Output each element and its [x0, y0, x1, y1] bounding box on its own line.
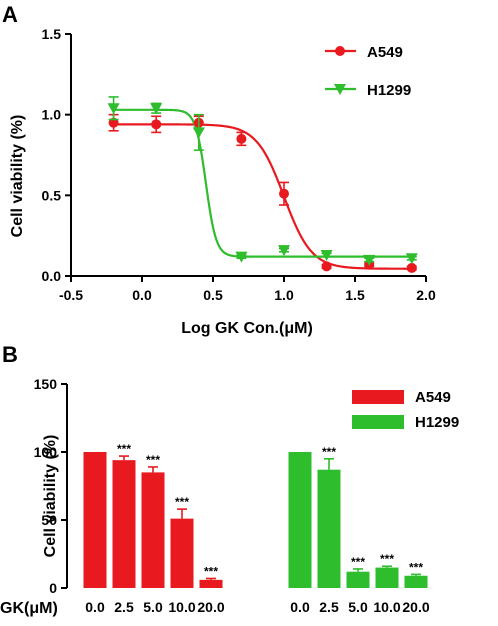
panel-b-significance: ***: [146, 453, 160, 467]
panel-b-bar-2: [346, 571, 370, 588]
panel-a-point-2: [278, 245, 290, 257]
panel-a-axes: -0.5 0.0 0.5 1.0 1.5 2.0 0.0 0.5 1.0 1.5: [42, 26, 436, 303]
panel-a-point-2: [150, 103, 163, 115]
panel-b-y-tick-label: 150: [34, 376, 58, 392]
panel-b-x-tick-label: 2.5: [319, 599, 339, 615]
panel-b-y-axis-label: Cell viability (%): [42, 435, 59, 558]
panel-b-significance: ***: [409, 560, 423, 574]
panel-b-significance: ***: [204, 564, 218, 578]
panel-b-x-tick-label: 0.0: [85, 599, 105, 615]
panel-b-y-tick-label: 0: [49, 580, 57, 596]
panel-b-significance: ***: [117, 442, 131, 456]
panel-a-letter: A: [2, 2, 18, 27]
legend-b-swatch-1: [352, 390, 404, 404]
panel-a-y-tick-label: 1.5: [42, 26, 62, 42]
panel-a-chart: -0.5 0.0 0.5 1.0 1.5 2.0 0.0 0.5 1.0 1.5 A549 H12…: [9, 26, 436, 337]
panel-a-point-2: [192, 127, 205, 139]
legend-a-series-2-label: H1299: [367, 82, 411, 99]
panel-a-x-tick-label: 0.5: [203, 287, 223, 303]
panel-b-letter: B: [2, 342, 18, 367]
panel-b-significance: ***: [322, 445, 336, 459]
panel-a-point-1: [279, 188, 289, 199]
panel-b-x-tick-label: 20.0: [402, 599, 429, 615]
panel-b-significance: ***: [380, 552, 394, 566]
panel-b-x-tick-label: 0.0: [290, 599, 310, 615]
legend-b-series-1-label: A549: [415, 389, 451, 406]
panel-b-bar-1: [141, 472, 165, 588]
panel-b-x-tick-label: 10.0: [373, 599, 400, 615]
panel-a-point-2: [235, 251, 248, 263]
panel-a-legend: A549 H1299: [325, 44, 411, 99]
panel-b-x-axis-label: GK(μM): [0, 600, 58, 617]
panel-a-y-tick-label: 0.0: [42, 268, 62, 284]
panel-b-x-tick-label: 5.0: [348, 599, 368, 615]
panel-b-axes: 0 50 100 150: [34, 376, 68, 596]
panel-b-significance: ***: [351, 555, 365, 569]
panel-a-point-1: [236, 133, 247, 144]
panel-b-bars: 0.0 *** 2.5 *** 5.0 *** 10.0 *** 20.0 0.0 *** 2.5 **…: [83, 442, 430, 615]
legend-b-series-2-label: H1299: [415, 414, 459, 431]
panel-a-x-tick-label: 1.5: [345, 287, 365, 303]
panel-a-point-2: [405, 253, 418, 265]
legend-a-marker-1: [335, 46, 345, 56]
panel-a-y-tick-label: 0.5: [42, 187, 62, 203]
panel-b-significance: ***: [175, 495, 189, 509]
panel-b-x-tick-label: 20.0: [197, 599, 224, 615]
panel-b-legend: A549 H1299: [352, 389, 459, 431]
panel-a-x-tick-label: 2.0: [416, 287, 436, 303]
panel-b-bar-1: [199, 579, 223, 588]
panel-a-x-axis-label: Log GK Con.(μM): [181, 320, 313, 337]
panel-a-fit-curves: [113, 108, 412, 270]
panel-a-y-axis-label: Cell viability (%): [9, 115, 26, 238]
panel-a-x-tick-label: 0.0: [132, 287, 152, 303]
legend-a-marker-2: [334, 84, 346, 95]
panel-b-bar-2: [404, 575, 428, 588]
panel-b-bar-2: [288, 452, 312, 588]
panel-a-point-1: [406, 262, 417, 273]
panel-a-fit-curve-2: [113, 108, 412, 258]
panel-a-x-tick-label: 1.0: [274, 287, 294, 303]
panel-b-x-tick-label: 2.5: [114, 599, 134, 615]
panel-a-point-2: [320, 250, 333, 262]
panel-b-y-tick-label: 50: [41, 512, 57, 528]
legend-a-series-1-label: A549: [367, 44, 403, 61]
panel-a-point-2: [107, 103, 120, 115]
panel-b-x-tick-label: 10.0: [168, 599, 195, 615]
panel-a-point-2: [363, 254, 376, 266]
panel-a-point-1: [151, 119, 162, 130]
panel-b-bar-1: [83, 452, 107, 588]
panel-a-x-tick-label: -0.5: [59, 287, 83, 303]
panel-b-bar-1: [170, 518, 194, 588]
panel-a-point-1: [321, 261, 332, 272]
panel-a-points: [107, 96, 418, 273]
panel-b-x-tick-label: 5.0: [143, 599, 163, 615]
panel-b-y-tick-label: 100: [34, 444, 58, 460]
panel-b-bar-2: [375, 567, 399, 588]
panel-a-fit-curve-1: [113, 123, 412, 270]
panel-b-bar-1: [112, 460, 136, 588]
panel-a-y-tick-label: 1.0: [42, 107, 62, 123]
panel-b-bar-2: [317, 469, 341, 588]
legend-b-swatch-2: [352, 415, 404, 429]
